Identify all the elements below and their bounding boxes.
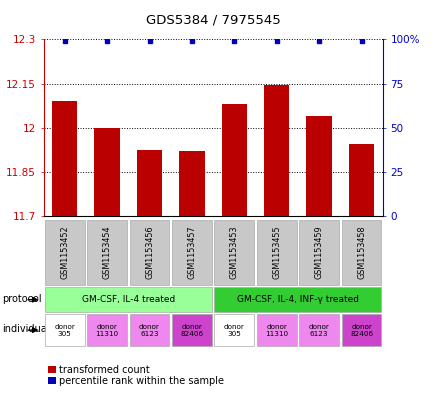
Bar — [221, 104, 247, 216]
Text: donor
6123: donor 6123 — [308, 323, 329, 337]
Bar — [179, 151, 204, 216]
Text: donor
82406: donor 82406 — [349, 323, 372, 337]
Text: GM-CSF, IL-4, INF-γ treated: GM-CSF, IL-4, INF-γ treated — [237, 295, 358, 304]
Bar — [52, 101, 77, 216]
Text: GSM1153454: GSM1153454 — [102, 226, 112, 279]
Text: GSM1153452: GSM1153452 — [60, 226, 69, 279]
Text: GSM1153457: GSM1153457 — [187, 226, 196, 279]
Bar — [137, 150, 162, 216]
Text: GDS5384 / 7975545: GDS5384 / 7975545 — [145, 14, 280, 27]
Text: GSM1153455: GSM1153455 — [272, 226, 281, 279]
Text: donor
82406: donor 82406 — [180, 323, 203, 337]
Bar — [306, 116, 331, 216]
Text: protocol: protocol — [2, 294, 42, 304]
Bar — [94, 128, 120, 216]
Text: donor
305: donor 305 — [54, 323, 75, 337]
Text: transformed count: transformed count — [59, 365, 149, 375]
Text: donor
11310: donor 11310 — [95, 323, 118, 337]
Text: GSM1153458: GSM1153458 — [356, 226, 365, 279]
Text: GM-CSF, IL-4 treated: GM-CSF, IL-4 treated — [82, 295, 174, 304]
Bar — [263, 85, 289, 216]
Text: individual: individual — [2, 324, 49, 334]
Text: GSM1153453: GSM1153453 — [229, 226, 238, 279]
Text: percentile rank within the sample: percentile rank within the sample — [59, 376, 223, 386]
Text: GSM1153456: GSM1153456 — [145, 226, 154, 279]
Text: donor
11310: donor 11310 — [265, 323, 288, 337]
Text: GSM1153459: GSM1153459 — [314, 226, 323, 279]
Bar — [348, 144, 374, 216]
Text: donor
6123: donor 6123 — [139, 323, 160, 337]
Text: donor
305: donor 305 — [224, 323, 244, 337]
